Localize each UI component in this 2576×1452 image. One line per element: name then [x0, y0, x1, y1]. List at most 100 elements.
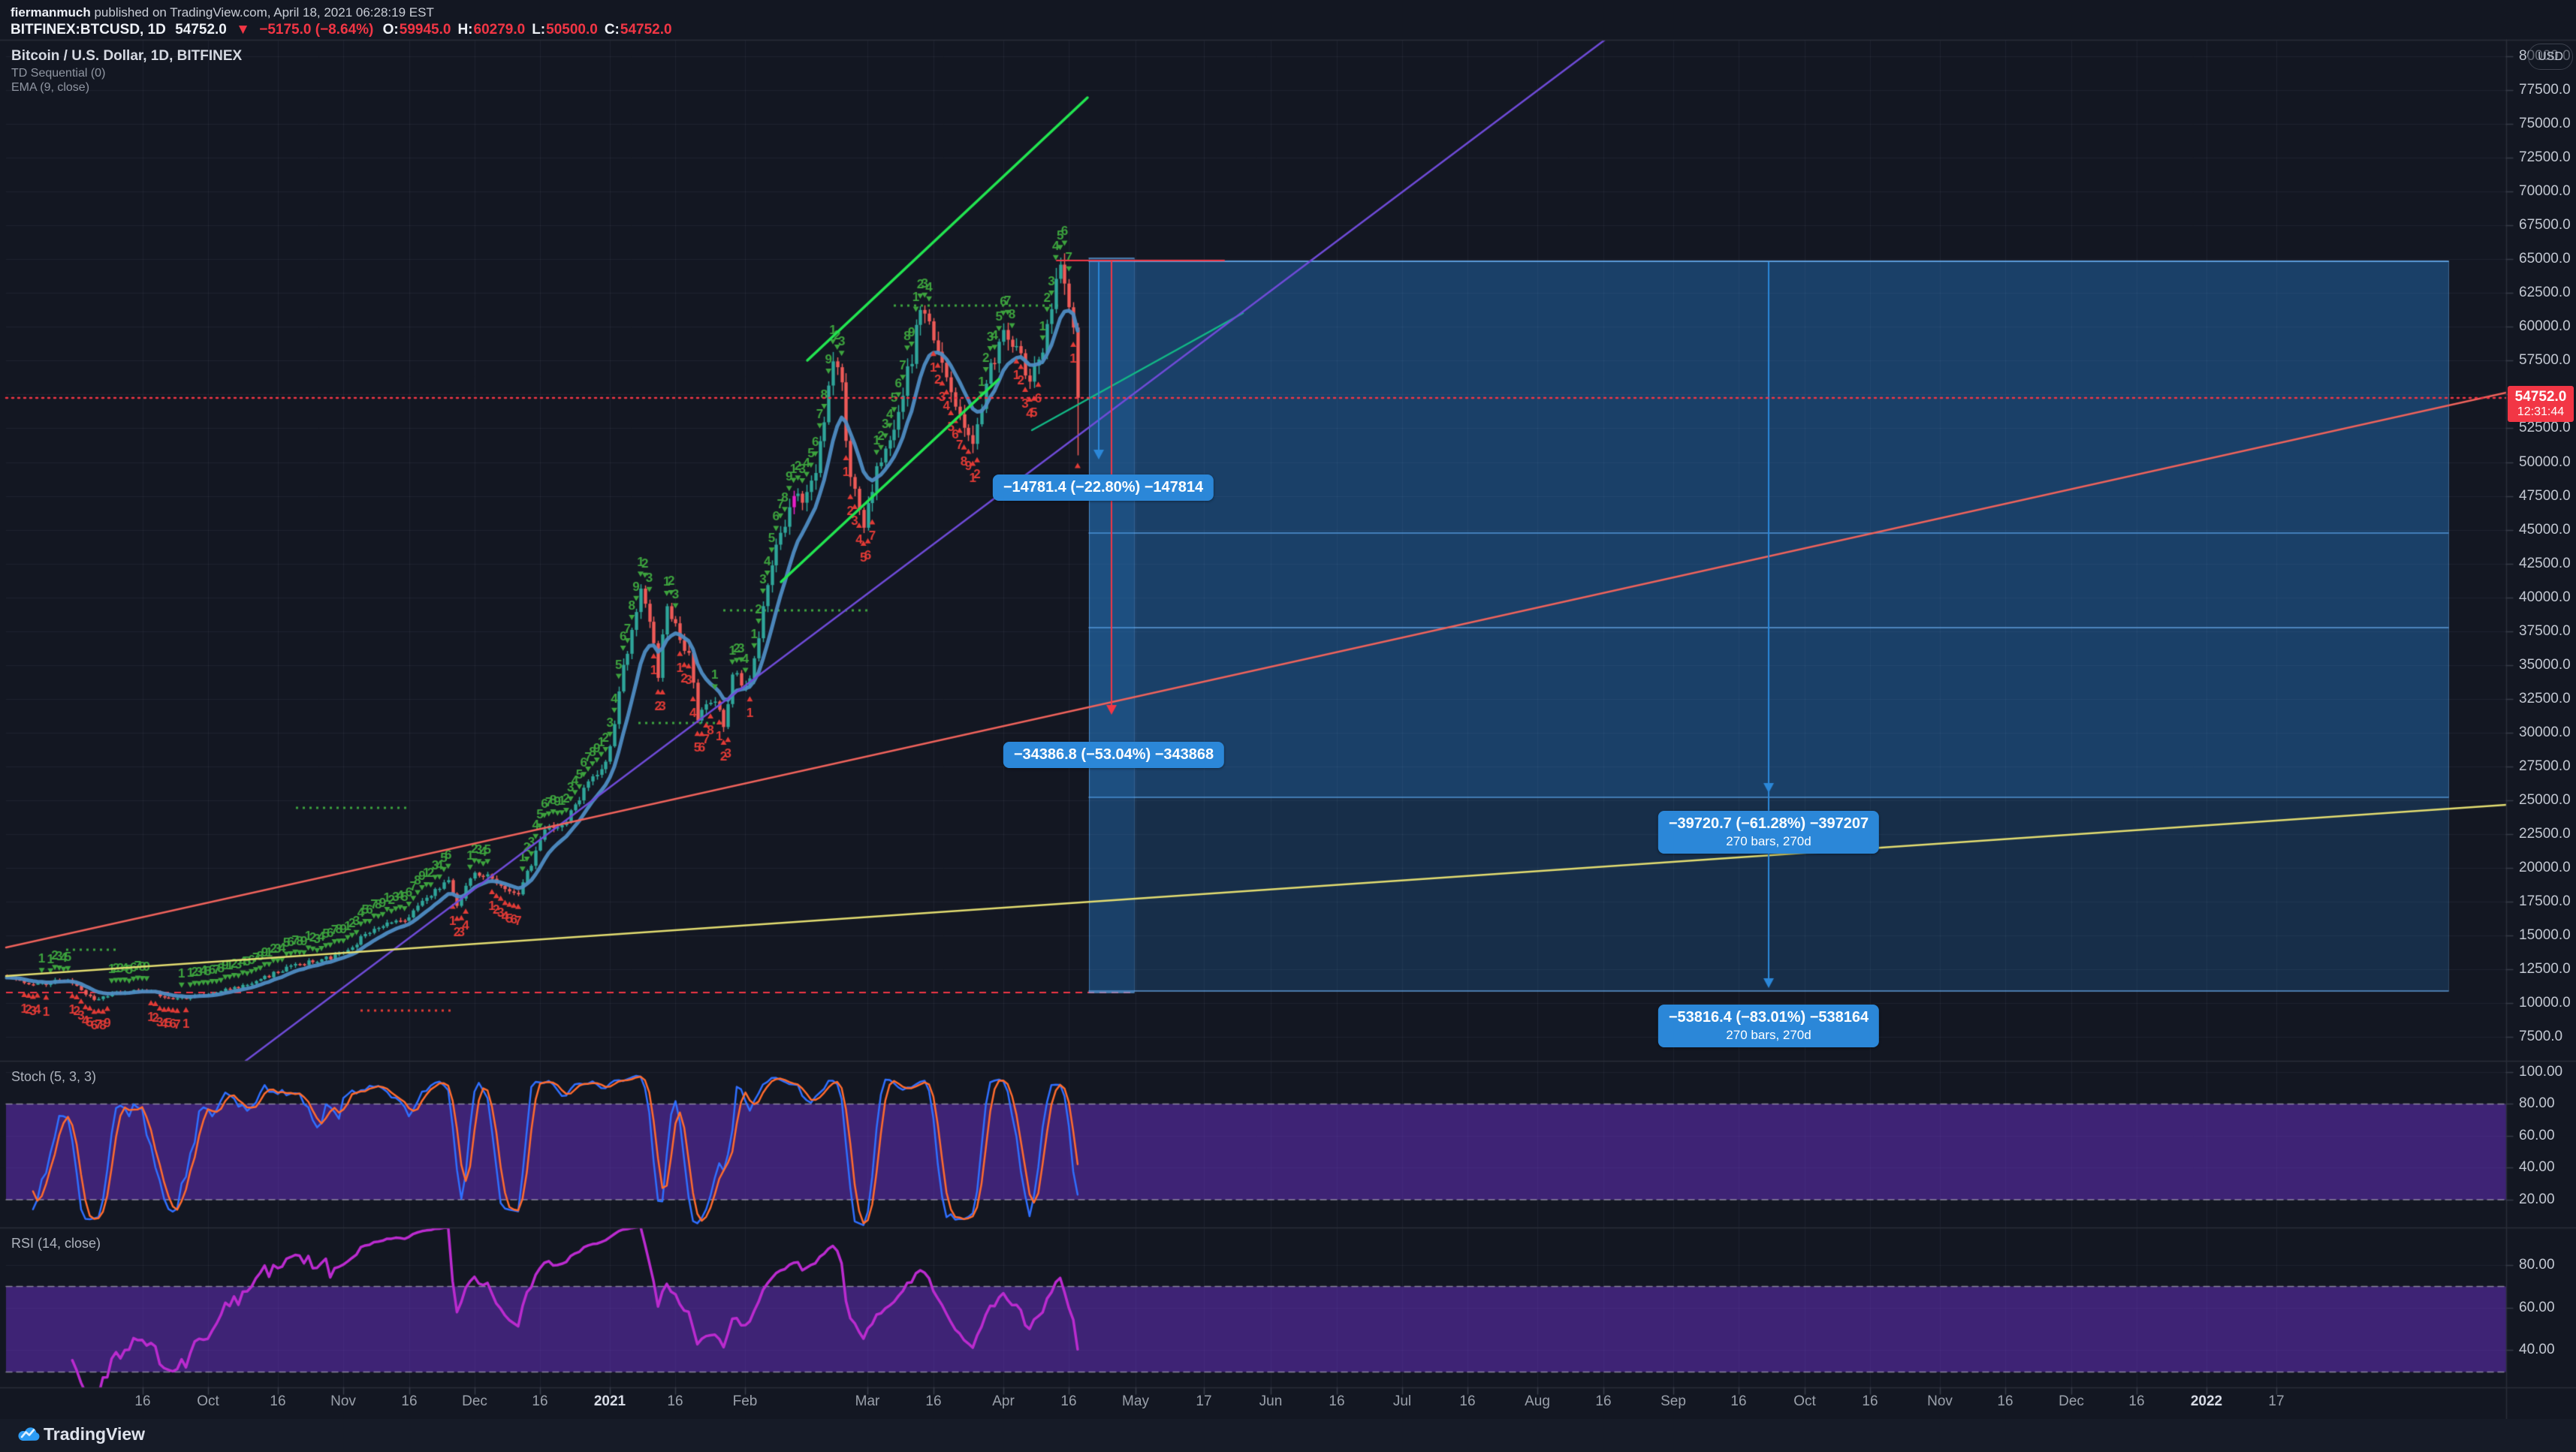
symbol-title[interactable]: BITFINEX:BTCUSD, 1D	[11, 22, 166, 38]
price-tick-label: 77500.0	[2519, 82, 2571, 98]
price-tick-label: 30000.0	[2519, 724, 2571, 740]
price-tick-label: 22500.0	[2519, 826, 2571, 842]
price-tick-label: 65000.0	[2519, 251, 2571, 267]
time-tick-label: Oct	[197, 1393, 219, 1409]
measure-label[interactable]: −53816.4 (−83.01%) −538164 270 bars, 270d	[1658, 1005, 1880, 1047]
byline-text: published on TradingView.com, April 18, …	[90, 5, 434, 20]
legend-td-sequential[interactable]: TD Sequential (0)	[11, 67, 106, 80]
time-tick-label: Dec	[2059, 1393, 2084, 1409]
time-tick-label: Feb	[732, 1393, 758, 1409]
time-tick-label: 16	[1862, 1393, 1878, 1409]
currency-badge[interactable]: USD	[2528, 44, 2573, 70]
price-tick-label: 40000.0	[2519, 589, 2571, 605]
price-tick-label: 32500.0	[2519, 690, 2571, 706]
measure-label[interactable]: −34386.8 (−53.04%) −343868	[1003, 742, 1225, 768]
measure-label-text: −34386.8 (−53.04%) −343868	[1013, 746, 1214, 763]
measure-label[interactable]: −39720.7 (−61.28%) −397207 270 bars, 270d	[1658, 811, 1880, 854]
time-tick-label: Apr	[992, 1393, 1015, 1409]
rsi-tick-label: 80.00	[2519, 1257, 2555, 1273]
price-tick-label: 27500.0	[2519, 758, 2571, 774]
stoch-tick-label: 40.00	[2519, 1159, 2555, 1175]
footer-bar	[0, 1419, 2576, 1452]
time-tick-label: 17	[2268, 1393, 2285, 1409]
time-tick-label: 17	[1196, 1393, 1212, 1409]
price-tick-label: 57500.0	[2519, 352, 2571, 369]
ohlc-value: 59945.0	[399, 22, 451, 38]
symbol-header: BITFINEX:BTCUSD, 1D 54752.0 ▼ −5175.0 (−…	[11, 22, 684, 38]
time-tick-label: 16	[401, 1393, 418, 1409]
time-tick-label: 16	[667, 1393, 683, 1409]
price-tick-label: 10000.0	[2519, 995, 2571, 1011]
time-tick-label: 16	[532, 1393, 548, 1409]
legend-ema[interactable]: EMA (9, close)	[11, 81, 90, 94]
measure-label[interactable]: −14781.4 (−22.80%) −147814	[992, 474, 1214, 501]
ohlc-label: C:	[604, 22, 620, 38]
price-tick-label: 25000.0	[2519, 791, 2571, 808]
time-tick-label: 16	[1997, 1393, 2013, 1409]
time-tick-label: Nov	[1927, 1393, 1953, 1409]
price-tick-label: 20000.0	[2519, 860, 2571, 876]
time-tick-label: 2022	[2190, 1393, 2223, 1409]
header-change: −5175.0 (−8.64%)	[259, 22, 374, 38]
measure-label-duration: 270 bars, 270d	[1726, 834, 1811, 848]
time-tick-label: May	[1122, 1393, 1149, 1409]
time-tick-label: 16	[1459, 1393, 1476, 1409]
header-last-price: 54752.0	[175, 22, 227, 38]
stoch-tick-label: 60.00	[2519, 1128, 2555, 1143]
time-tick-label: 16	[1595, 1393, 1612, 1409]
time-tick-label: 16	[1060, 1393, 1077, 1409]
price-tick-label: 15000.0	[2519, 927, 2571, 944]
measure-label-text: −39720.7 (−61.28%) −397207	[1668, 815, 1869, 832]
price-tick-label: 72500.0	[2519, 149, 2571, 166]
price-tick-label: 50000.0	[2519, 453, 2571, 470]
time-tick-label: Dec	[462, 1393, 487, 1409]
ohlc-label: H:	[457, 22, 473, 38]
price-tick-label: 35000.0	[2519, 656, 2571, 673]
time-tick-label: 16	[270, 1393, 286, 1409]
time-tick-label: 16	[925, 1393, 942, 1409]
last-price-value: 54752.0	[2514, 389, 2567, 405]
rsi-tick-label: 60.00	[2519, 1300, 2555, 1315]
price-tick-label: 67500.0	[2519, 217, 2571, 233]
price-tick-label: 17500.0	[2519, 893, 2571, 910]
price-tick-label: 45000.0	[2519, 521, 2571, 538]
measure-label-text: −14781.4 (−22.80%) −147814	[1003, 479, 1204, 496]
rsi-pane-label[interactable]: RSI (14, close)	[11, 1236, 101, 1251]
price-tick-label: 52500.0	[2519, 420, 2571, 436]
measure-label-text: −53816.4 (−83.01%) −538164	[1668, 1009, 1869, 1026]
ohlc-label: O:	[382, 22, 399, 38]
price-tick-label: 37500.0	[2519, 622, 2571, 639]
time-tick-label: Mar	[855, 1393, 880, 1409]
stoch-pane-label[interactable]: Stoch (5, 3, 3)	[11, 1069, 97, 1084]
chart-legend-title[interactable]: Bitcoin / U.S. Dollar, 1D, BITFINEX	[11, 48, 243, 64]
time-tick-label: 16	[1730, 1393, 1747, 1409]
bar-countdown: 12:31:44	[2517, 405, 2565, 418]
last-price-label: 54752.0 12:31:44	[2508, 386, 2574, 422]
byline: fiermanmuch published on TradingView.com…	[11, 5, 434, 20]
ohlc-value: 60279.0	[473, 22, 526, 38]
price-tick-label: 62500.0	[2519, 285, 2571, 301]
time-tick-label: 16	[2128, 1393, 2145, 1409]
tradingview-logo-icon[interactable]	[17, 1425, 41, 1444]
byline-username: fiermanmuch	[11, 5, 91, 20]
time-tick-label: Jun	[1259, 1393, 1283, 1409]
ohlc-values: O:59945.0 H:60279.0 L:50500.0 C:54752.0	[383, 22, 679, 38]
time-tick-label: Jul	[1392, 1393, 1412, 1409]
time-tick-label: Sep	[1661, 1393, 1686, 1409]
price-tick-label: 60000.0	[2519, 318, 2571, 335]
down-arrow-icon: ▼	[236, 22, 250, 38]
measure-label-duration: 270 bars, 270d	[1726, 1028, 1811, 1042]
footer-brand-text[interactable]: TradingView	[44, 1424, 146, 1444]
ohlc-value: 50500.0	[546, 22, 598, 38]
ohlc-label: L:	[532, 22, 546, 38]
time-tick-label: 16	[1329, 1393, 1345, 1409]
price-tick-label: 12500.0	[2519, 961, 2571, 978]
time-tick-label: 2021	[593, 1393, 626, 1409]
price-tick-label: 7500.0	[2519, 1029, 2563, 1045]
stoch-tick-label: 80.00	[2519, 1095, 2555, 1111]
price-tick-label: 42500.0	[2519, 555, 2571, 571]
rsi-tick-label: 40.00	[2519, 1342, 2555, 1357]
time-tick-label: Nov	[330, 1393, 356, 1409]
